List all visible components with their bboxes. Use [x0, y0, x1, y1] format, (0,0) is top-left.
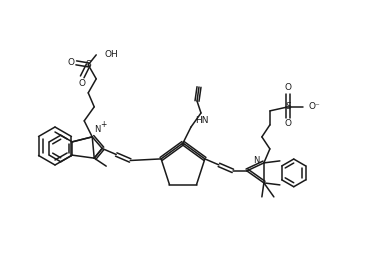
Text: O: O — [68, 58, 75, 67]
Text: N: N — [254, 156, 260, 165]
Text: OH: OH — [104, 50, 118, 59]
Text: S: S — [85, 60, 91, 69]
Text: HN: HN — [195, 116, 208, 125]
Text: +: + — [100, 120, 107, 129]
Text: O⁻: O⁻ — [309, 102, 321, 112]
Text: O: O — [79, 79, 86, 88]
Text: S: S — [285, 102, 291, 112]
Text: N: N — [94, 125, 101, 134]
Text: O: O — [284, 83, 292, 92]
Text: O: O — [284, 119, 292, 128]
